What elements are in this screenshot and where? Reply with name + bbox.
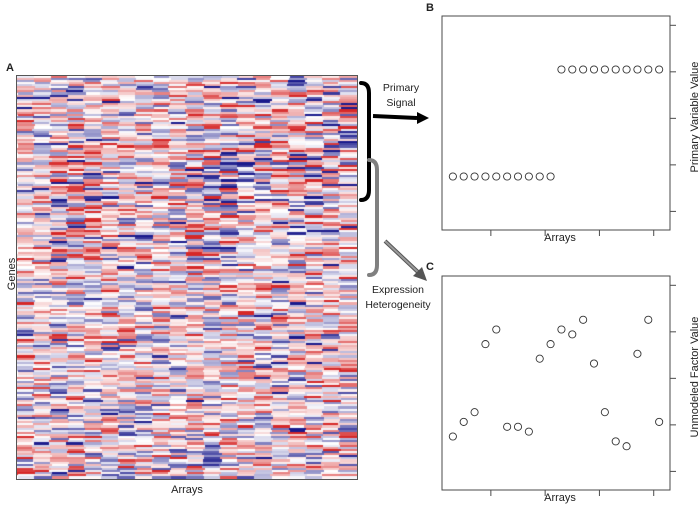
unmodeled-factor-point [492,325,501,334]
primary-variable-point [611,65,620,74]
unmodeled-factor-point [546,340,555,349]
unmodeled-factor-point [459,417,468,426]
primary-variable-point [448,172,457,181]
panel-a-y-label: Genes [6,257,18,291]
unmodeled-factor-point [600,408,609,417]
unmodeled-factor-point [589,359,599,368]
primary-variable-point [459,172,468,181]
unmodeled-factor-point [611,437,620,446]
primary-signal-line2: Signal [386,97,416,109]
primary-signal-caption: Primary Signal [371,81,431,111]
primary-variable-point [546,172,555,181]
unmodeled-factor-point [644,315,653,324]
unmodeled-factor-point [503,422,512,431]
heterogeneity-line1: Expression [372,284,424,296]
panel-a-letter: A [6,62,14,74]
primary-variable-point [535,172,544,181]
primary-variable-point [655,65,664,74]
unmodeled-factor-point [579,315,588,324]
heatmap [16,75,358,480]
panel-c-x-label: Arrays [544,492,576,504]
primary-variable-point [600,65,609,74]
heterogeneity-arrow [383,239,427,281]
heterogeneity-caption: Expression Heterogeneity [358,283,438,313]
unmodeled-factor-point [513,422,523,431]
heterogeneity-line2: Heterogeneity [365,299,431,311]
annotation-graphics [359,81,429,281]
unmodeled-factor-point [470,408,479,417]
panel-c-letter: C [426,261,434,273]
unmodeled-factor-point [622,442,631,451]
unmodeled-factor-plot [441,275,676,496]
panel-b-x-label: Arrays [544,232,576,244]
primary-variable-point [503,172,512,181]
unmodeled-factor-point [568,330,577,339]
primary-signal-arrow [372,112,429,124]
primary-variable-point [633,65,642,74]
primary-variable-point [568,65,577,74]
primary-variable-frame [441,15,671,231]
panel-b-letter: B [426,2,434,14]
primary-variable-point [644,65,653,74]
primary-variable-point [470,172,479,181]
heatmap-canvas [17,76,357,479]
unmodeled-factor-point [448,432,457,441]
unmodeled-factor-point [633,349,642,358]
primary-variable-point [513,172,523,181]
primary-variable-point [481,172,490,181]
unmodeled-factor-point [524,427,533,436]
unmodeled-factor-point [535,354,544,363]
panel-c-y-label: Unmodeled Factor Value [689,316,700,438]
primary-variable-point [492,172,501,181]
primary-variable-point [589,65,599,74]
unmodeled-factor-frame [441,275,671,491]
unmodeled-factor-point [557,325,566,334]
panel-b-y-label: Primary Variable Value [689,61,700,173]
panel-a-x-label: Arrays [171,484,203,496]
unmodeled-factor-point [655,417,664,426]
heterogeneity-bracket [367,158,379,277]
primary-variable-point [579,65,588,74]
primary-signal-bracket [359,81,371,202]
unmodeled-factor-point [481,340,490,349]
primary-variable-plot [441,15,676,236]
primary-variable-point [557,65,566,74]
primary-variable-point [622,65,631,74]
primary-signal-line1: Primary [382,82,420,94]
primary-variable-point [524,172,533,181]
